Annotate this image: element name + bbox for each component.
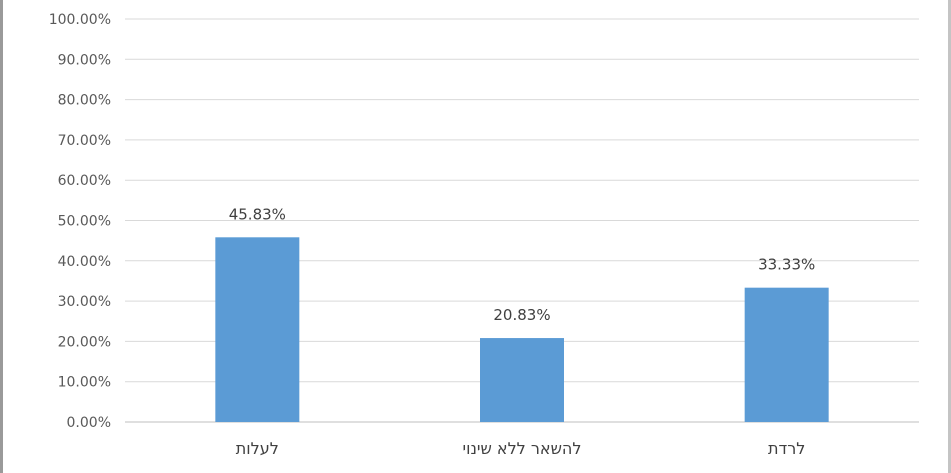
data-label: 45.83% xyxy=(229,205,286,223)
bar xyxy=(744,287,829,422)
bar xyxy=(215,237,300,422)
category-label: לעלות xyxy=(236,439,279,458)
data-label: 33.33% xyxy=(758,256,815,274)
data-label: 20.83% xyxy=(493,306,550,324)
y-axis-tick-labels: 0.00% 10.00% 20.00% 30.00% 40.00% 50.00% 60.00… xyxy=(49,12,111,431)
y-tick-label: 30.00% xyxy=(58,294,111,310)
y-tick-label: 100.00% xyxy=(49,12,111,28)
y-tick-label: 70.00% xyxy=(58,133,111,149)
y-tick-label: 20.00% xyxy=(58,334,111,350)
bar xyxy=(480,338,564,422)
y-tick-label: 50.00% xyxy=(58,214,111,230)
y-tick-label: 90.00% xyxy=(58,52,111,68)
category-label: לרדת xyxy=(768,439,805,458)
y-tick-label: 10.00% xyxy=(58,375,111,391)
data-labels: 45.83% 20.83% 33.33% xyxy=(229,205,816,324)
y-tick-label: 0.00% xyxy=(67,415,111,431)
category-label: להשאר ללא שינוי xyxy=(463,439,582,458)
bar-chart: 0.00% 10.00% 20.00% 30.00% 40.00% 50.00% 60.00… xyxy=(49,12,919,458)
y-tick-label: 40.00% xyxy=(58,254,111,270)
bars xyxy=(215,237,829,422)
y-tick-label: 60.00% xyxy=(58,173,111,189)
category-labels: לעלות להשאר ללא שינוי לרדת xyxy=(236,439,806,458)
y-tick-label: 80.00% xyxy=(58,93,111,109)
